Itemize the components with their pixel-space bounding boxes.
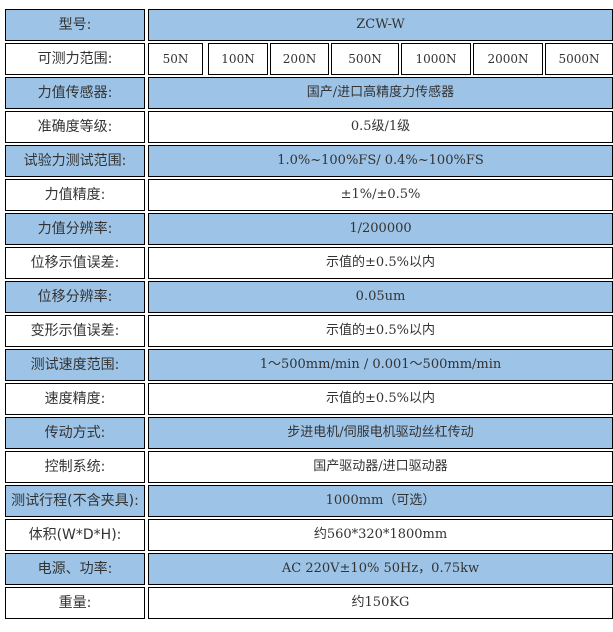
spec-row: 体积(W*D*H): 约560*320*1800mm bbox=[5, 519, 613, 551]
range-cells: 50N 100N 200N 500N 1000N 2000N 5000N bbox=[148, 43, 613, 75]
spec-value: 1～500mm/min / 0.001～500mm/min bbox=[148, 349, 613, 381]
spec-label: 位移示值误差: bbox=[5, 247, 145, 279]
spec-table: 型号: ZCW-W 可测力范围: 50N 100N 200N 500N 1000N 2000N 5… bbox=[5, 9, 613, 621]
spec-value: 国产/进口高精度力传感器 bbox=[148, 77, 613, 109]
spec-label: 准确度等级: bbox=[5, 111, 145, 143]
spec-row: 电源、功率: AC 220V±10% 50Hz，0.75kw bbox=[5, 553, 613, 585]
spec-label: 力值传感器: bbox=[5, 77, 145, 109]
range-cell: 1000N bbox=[401, 43, 471, 75]
spec-label: 位移分辨率: bbox=[5, 281, 145, 313]
spec-label: 控制系统: bbox=[5, 451, 145, 483]
spec-value: 约560*320*1800mm bbox=[148, 519, 613, 551]
spec-label: 型号: bbox=[5, 9, 145, 41]
spec-label: 试验力测试范围: bbox=[5, 145, 145, 177]
spec-row: 力值精度: ±1%/±0.5% bbox=[5, 179, 613, 211]
spec-label: 变形示值误差: bbox=[5, 315, 145, 347]
spec-row: 位移示值误差: 示值的±0.5%以内 bbox=[5, 247, 613, 279]
range-cell: 200N bbox=[270, 43, 329, 75]
spec-value: 示值的±0.5%以内 bbox=[148, 315, 613, 347]
spec-row: 力值分辨率: 1/200000 bbox=[5, 213, 613, 245]
spec-row: 位移分辨率: 0.05um bbox=[5, 281, 613, 313]
spec-label: 速度精度: bbox=[5, 383, 145, 415]
spec-row: 重量: 约150KG bbox=[5, 587, 613, 619]
spec-label: 测试行程(不含夹具): bbox=[5, 485, 145, 517]
spec-label: 传动方式: bbox=[5, 417, 145, 449]
spec-value: 1000mm（可选） bbox=[148, 485, 613, 517]
spec-row: 型号: ZCW-W bbox=[5, 9, 613, 41]
spec-row: 控制系统: 国产驱动器/进口驱动器 bbox=[5, 451, 613, 483]
spec-value: 示值的±0.5%以内 bbox=[148, 383, 613, 415]
spec-value: 国产驱动器/进口驱动器 bbox=[148, 451, 613, 483]
spec-label: 重量: bbox=[5, 587, 145, 619]
range-cell: 500N bbox=[331, 43, 399, 75]
spec-row: 速度精度: 示值的±0.5%以内 bbox=[5, 383, 613, 415]
spec-row: 测试行程(不含夹具): 1000mm（可选） bbox=[5, 485, 613, 517]
spec-row: 测试速度范围: 1～500mm/min / 0.001～500mm/min bbox=[5, 349, 613, 381]
spec-label: 力值精度: bbox=[5, 179, 145, 211]
range-cell: 5000N bbox=[545, 43, 613, 75]
spec-value: 示值的±0.5%以内 bbox=[148, 247, 613, 279]
spec-row: 力值传感器: 国产/进口高精度力传感器 bbox=[5, 77, 613, 109]
spec-value: 0.05um bbox=[148, 281, 613, 313]
spec-value: 1.0%~100%FS/ 0.4%~100%FS bbox=[148, 145, 613, 177]
spec-row: 可测力范围: 50N 100N 200N 500N 1000N 2000N 5000N bbox=[5, 43, 613, 75]
spec-row: 准确度等级: 0.5级/1级 bbox=[5, 111, 613, 143]
spec-label: 力值分辨率: bbox=[5, 213, 145, 245]
spec-value: 0.5级/1级 bbox=[148, 111, 613, 143]
spec-label: 可测力范围: bbox=[5, 43, 145, 75]
spec-label: 测试速度范围: bbox=[5, 349, 145, 381]
spec-row: 试验力测试范围: 1.0%~100%FS/ 0.4%~100%FS bbox=[5, 145, 613, 177]
spec-value: 1/200000 bbox=[148, 213, 613, 245]
spec-label: 体积(W*D*H): bbox=[5, 519, 145, 551]
range-cell: 50N bbox=[148, 43, 203, 75]
spec-value: 步进电机/伺服电机驱动丝杠传动 bbox=[148, 417, 613, 449]
spec-value: AC 220V±10% 50Hz，0.75kw bbox=[148, 553, 613, 585]
spec-row: 传动方式: 步进电机/伺服电机驱动丝杠传动 bbox=[5, 417, 613, 449]
spec-value: ±1%/±0.5% bbox=[148, 179, 613, 211]
spec-value: 约150KG bbox=[148, 587, 613, 619]
spec-row: 变形示值误差: 示值的±0.5%以内 bbox=[5, 315, 613, 347]
spec-value: ZCW-W bbox=[148, 9, 613, 41]
spec-label: 电源、功率: bbox=[5, 553, 145, 585]
range-cell: 2000N bbox=[473, 43, 543, 75]
range-cell: 100N bbox=[208, 43, 268, 75]
